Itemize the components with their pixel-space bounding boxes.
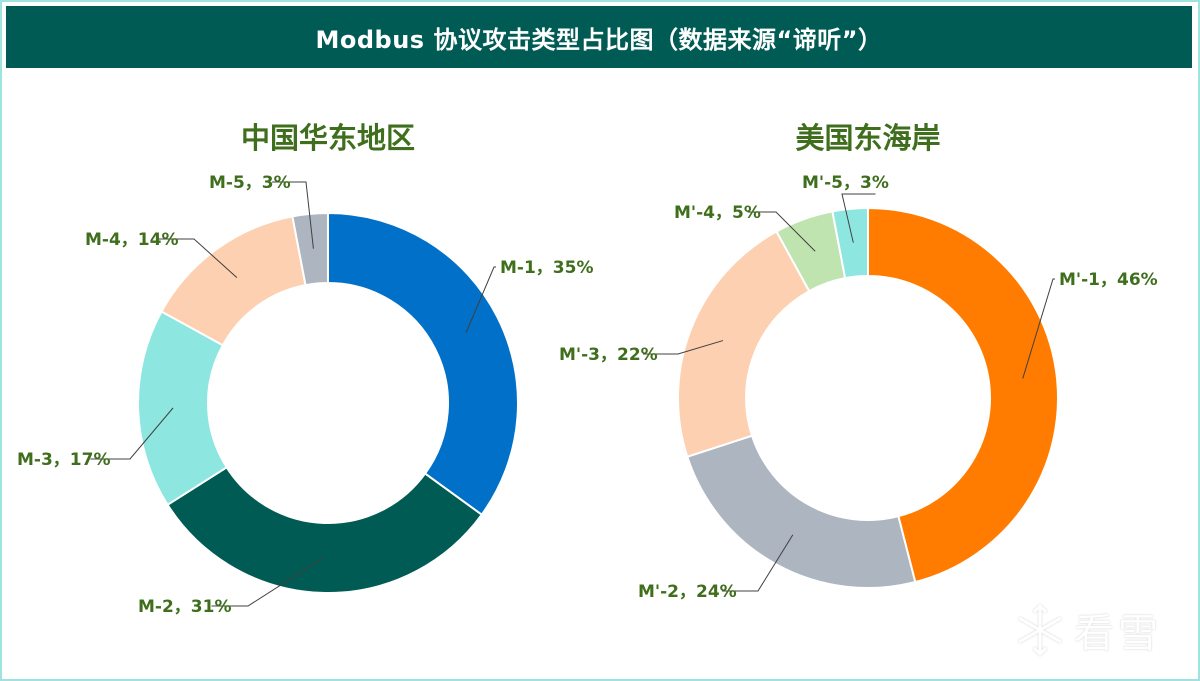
leader-line xyxy=(158,238,238,278)
slice-label: M-1，35% xyxy=(500,258,594,278)
watermark-text: 看雪 xyxy=(1074,611,1162,657)
leader-line xyxy=(211,557,324,607)
slice-label: M-4，14% xyxy=(85,230,179,250)
slice-mp-3 xyxy=(677,230,811,458)
slice-m-5 xyxy=(291,211,329,287)
slice-m-2 xyxy=(166,465,484,594)
leader-line xyxy=(722,534,794,592)
slice-m-1 xyxy=(327,211,519,517)
leader-line xyxy=(465,266,496,333)
leader-line xyxy=(90,407,174,460)
leader-line xyxy=(272,181,314,249)
leader-line xyxy=(643,340,724,355)
page-title-bar: Modbus 协议攻击类型占比图（数据来源“谛听”） xyxy=(6,6,1192,68)
slice-label: M'-5，3% xyxy=(802,173,889,193)
slice-mp-2 xyxy=(686,434,917,589)
page-title: Modbus 协议攻击类型占比图（数据来源“谛听”） xyxy=(315,25,883,54)
slice-label: M-5，3% xyxy=(209,173,291,193)
leader-line xyxy=(747,211,816,252)
slice-label: M'-4，5% xyxy=(674,203,761,223)
leader-line xyxy=(1022,278,1055,379)
watermark: 看雪 xyxy=(1012,598,1187,662)
slice-label: M-3，17% xyxy=(17,450,111,470)
leader-line xyxy=(841,193,876,243)
chart-title: 美国东海岸 xyxy=(795,121,940,155)
chart-title: 中国华东地区 xyxy=(241,121,415,155)
slice-mp-1 xyxy=(867,206,1059,584)
donut-chart-us-east-coast: 美国东海岸 M'-1，46% M'-2，24% M'-3，22% M'-4，5% M'-5… xyxy=(559,121,1158,602)
slice-label: M-2，31% xyxy=(138,597,232,617)
slice-label: M'-1，46% xyxy=(1059,270,1158,290)
slice-label: M'-2，24% xyxy=(638,582,737,602)
slice-label: M'-3，22% xyxy=(559,345,658,365)
snowflake-icon xyxy=(1018,603,1062,657)
donut-chart-east-china: 中国华东地区 M-1，35% M-2，31% M-3，17% M-4，14% M-5，3% xyxy=(17,121,594,617)
slice-mp-5 xyxy=(831,206,869,280)
